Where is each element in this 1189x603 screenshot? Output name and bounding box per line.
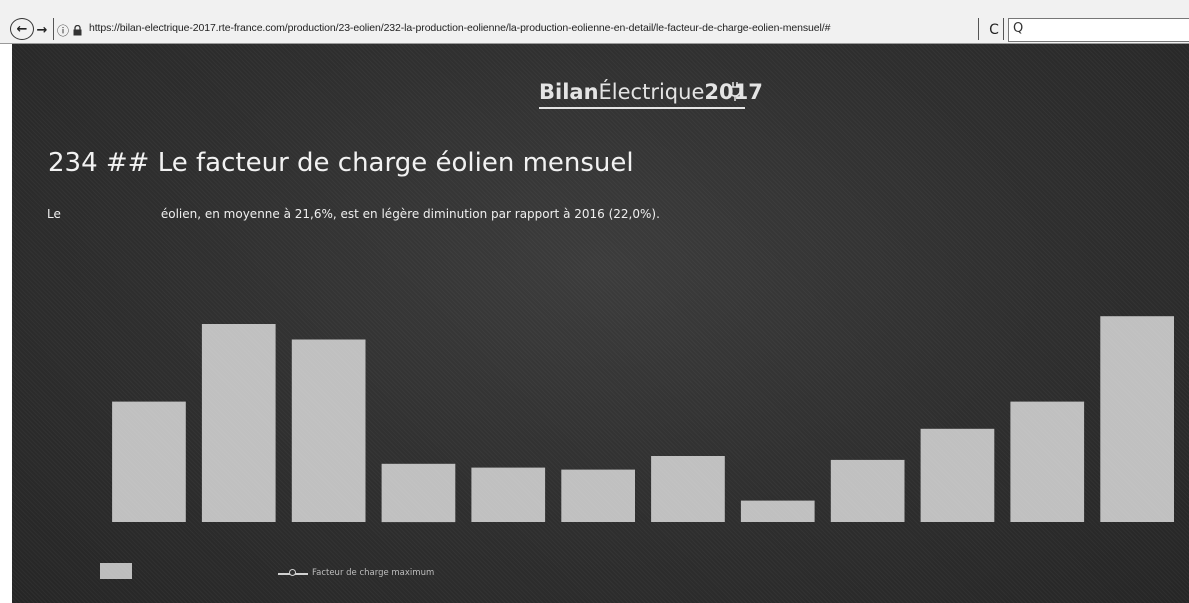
- search-input[interactable]: Q: [1008, 18, 1189, 42]
- chart-bar[interactable]: [381, 463, 456, 523]
- toolbar-divider: [978, 18, 979, 40]
- logo-underline: [539, 107, 745, 109]
- intro-prefix: Le: [47, 207, 61, 221]
- site-logo[interactable]: BilanÉlectrique2017: [539, 80, 763, 104]
- toolbar-divider: [1003, 18, 1004, 40]
- forward-button[interactable]: →: [33, 19, 51, 41]
- reload-icon: C: [989, 22, 999, 38]
- chart-bar[interactable]: [201, 324, 276, 522]
- chart-bar[interactable]: [291, 339, 366, 523]
- chart-bar[interactable]: [112, 401, 186, 522]
- legend-bar-swatch[interactable]: [100, 563, 132, 579]
- chart-bar[interactable]: [651, 456, 725, 522]
- plug-icon: [729, 82, 741, 101]
- lock-icon: [71, 19, 83, 41]
- reload-button[interactable]: C: [986, 19, 1002, 41]
- chart-bar[interactable]: [830, 459, 905, 522]
- logo-bold-text: Bilan: [539, 80, 599, 104]
- back-button[interactable]: ←: [10, 18, 34, 40]
- page-title: 234 ## Le facteur de charge éolien mensu…: [48, 148, 634, 178]
- chart-bar[interactable]: [561, 469, 635, 522]
- legend-dot-marker: [289, 569, 296, 576]
- address-bar[interactable]: https://bilan-electrique-2017.rte-france…: [89, 22, 831, 34]
- legend-line-label[interactable]: Facteur de charge maximum: [312, 568, 435, 578]
- arrow-left-icon: ←: [16, 21, 28, 37]
- arrow-right-icon: →: [36, 22, 48, 38]
- toolbar-divider: [53, 18, 54, 40]
- chart-bar[interactable]: [1100, 316, 1174, 522]
- chart-bar[interactable]: [740, 500, 815, 522]
- logo-thin-text: Électrique: [598, 80, 705, 104]
- lock-icon-graphic: [73, 24, 81, 35]
- info-icon[interactable]: ⓘ: [56, 23, 69, 38]
- page-content: BilanÉlectrique2017 234 ## Le facteur de…: [12, 44, 1189, 603]
- chart-bar[interactable]: [471, 467, 546, 522]
- intro-paragraph: Le éolien, en moyenne à 21,6%, est en lég…: [47, 207, 660, 221]
- monthly-load-factor-chart: [112, 316, 1174, 523]
- browser-toolbar: ← → ⓘ https://bilan-electrique-2017.rte-…: [0, 0, 1189, 44]
- intro-text: éolien, en moyenne à 21,6%, est en légèr…: [160, 207, 660, 221]
- chart-bar[interactable]: [1010, 401, 1085, 522]
- chart-bar[interactable]: [920, 428, 995, 522]
- search-icon: Q: [1013, 21, 1024, 36]
